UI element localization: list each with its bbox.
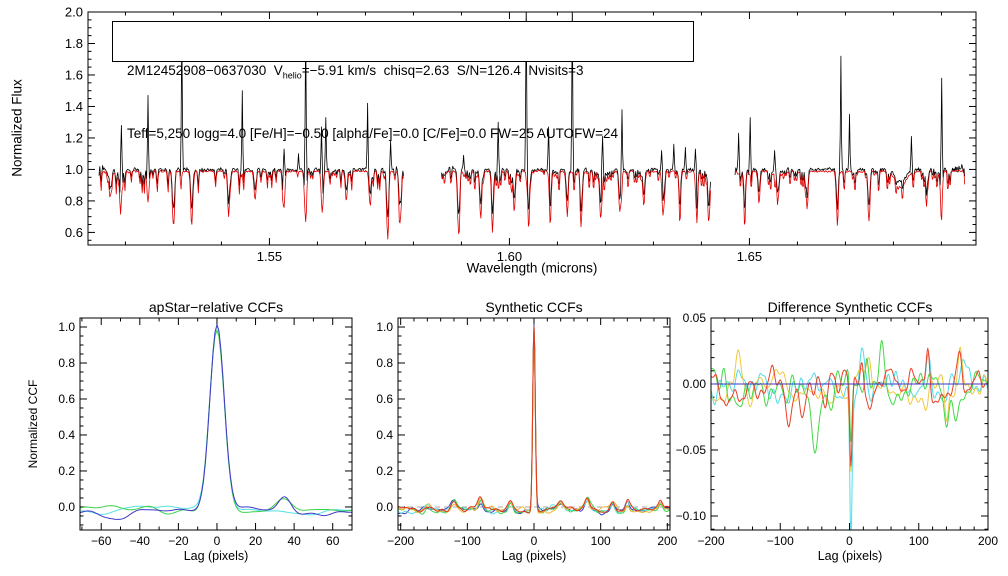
star-info-line2: Teff=5,250 logg=4.0 [Fe/H]=−0.50 [alpha/… <box>127 125 619 141</box>
svg-text:0.6: 0.6 <box>58 392 75 406</box>
diff-ccf-red <box>711 347 988 467</box>
svg-text:1.8: 1.8 <box>65 36 83 51</box>
svg-text:0.6: 0.6 <box>65 225 83 240</box>
svg-text:−200: −200 <box>697 534 724 548</box>
svg-text:1.0: 1.0 <box>58 320 75 334</box>
svg-text:1.4: 1.4 <box>65 99 83 114</box>
spectrum-y-axis-label: Normalized Flux <box>9 79 25 177</box>
svg-text:−60: −60 <box>91 534 112 548</box>
svg-text:0.8: 0.8 <box>65 193 83 208</box>
svg-text:0.0: 0.0 <box>58 500 75 514</box>
svg-text:1.0: 1.0 <box>65 162 83 177</box>
svg-text:200: 200 <box>657 534 677 548</box>
spectrum-panel: 1.55 1.60 1.65 0.6 0.8 1.0 1.2 1.4 1.6 1.8 2.0 <box>65 4 977 264</box>
ccf-difference-x-axis-label: Lag (pixels) <box>817 549 883 563</box>
ccf-apstar-title: apStar−relative CCFs <box>148 299 284 315</box>
svg-text:0: 0 <box>531 534 538 548</box>
ccf_difference-panel: −200 −100 0 100 200 0.05 0.00 −0.05 −0.10 <box>676 311 999 548</box>
syn-ccf-cyan <box>398 327 670 515</box>
visit-ccf-green <box>80 329 352 515</box>
svg-text:1.55: 1.55 <box>257 249 282 264</box>
svg-text:0.0: 0.0 <box>376 500 393 514</box>
svg-text:0.4: 0.4 <box>58 428 75 442</box>
svg-text:0: 0 <box>846 534 853 548</box>
svg-text:−200: −200 <box>387 534 414 548</box>
svg-text:−20: −20 <box>168 534 189 548</box>
star-info-box: 2M12452908−0637030 Vhelio=−5.91 km/s chi… <box>112 21 694 141</box>
svg-text:0.2: 0.2 <box>376 464 393 478</box>
svg-text:100: 100 <box>591 534 611 548</box>
svg-text:200: 200 <box>978 534 998 548</box>
visit-ccf-cyan <box>80 325 352 516</box>
ccf_apstar-series <box>80 324 352 520</box>
svg-text:0.4: 0.4 <box>376 428 393 442</box>
svg-text:−40: −40 <box>130 534 151 548</box>
svg-text:0.05: 0.05 <box>683 311 707 325</box>
vhelio-subscript: helio <box>282 70 302 81</box>
spectrum-x-axis-label: Wavelength (microns) <box>466 260 598 276</box>
svg-text:2.0: 2.0 <box>65 4 83 19</box>
svg-text:1.6: 1.6 <box>65 67 83 82</box>
svg-text:0: 0 <box>214 534 221 548</box>
ccf_synthetic-series <box>398 323 670 516</box>
ccf-synthetic-title: Synthetic CCFs <box>485 299 583 315</box>
visit-ccf-blue <box>80 324 352 520</box>
svg-text:−0.10: −0.10 <box>676 509 707 523</box>
spectrum-series <box>98 12 966 240</box>
svg-text:−100: −100 <box>767 534 794 548</box>
svg-text:−100: −100 <box>454 534 481 548</box>
ccf_difference-series <box>711 340 988 530</box>
syn-ccf-red <box>398 326 670 514</box>
svg-text:0.00: 0.00 <box>683 377 707 391</box>
star-info-line1: 2M12452908−0637030 Vhelio=−5.91 km/s chi… <box>127 63 584 81</box>
ccf-synthetic-x-axis-label: Lag (pixels) <box>501 549 567 563</box>
ccf_synthetic-panel: −200 −100 0 100 200 0.0 0.2 0.4 0.6 0.8 1.0 <box>376 317 678 548</box>
svg-text:40: 40 <box>287 534 301 548</box>
syn-ccf-orange <box>398 329 670 514</box>
svg-text:20: 20 <box>249 534 263 548</box>
svg-text:0.8: 0.8 <box>58 356 75 370</box>
diff-ccf-cyan <box>711 347 988 530</box>
svg-text:1.65: 1.65 <box>737 249 762 264</box>
svg-text:1.0: 1.0 <box>376 320 393 334</box>
svg-text:60: 60 <box>326 534 340 548</box>
svg-text:1.2: 1.2 <box>65 130 83 145</box>
svg-text:−0.05: −0.05 <box>676 443 707 457</box>
ccf-apstar-y-axis-label: Normalized CCF <box>26 379 40 469</box>
syn-ccf-blue <box>398 323 670 516</box>
svg-text:0.2: 0.2 <box>58 464 75 478</box>
svg-text:1.60: 1.60 <box>497 249 522 264</box>
ccf-difference-title: Difference Synthetic CCFs <box>767 299 933 315</box>
svg-text:100: 100 <box>909 534 929 548</box>
svg-text:0.8: 0.8 <box>376 356 393 370</box>
svg-text:0.6: 0.6 <box>376 392 393 406</box>
ccf-apstar-x-axis-label: Lag (pixels) <box>183 549 249 563</box>
ccf_apstar-panel: −60 −40 −20 0 20 40 60 0.0 0.2 0.4 0.6 0.8 1.0 <box>58 317 353 548</box>
syn-ccf-green <box>398 331 670 515</box>
